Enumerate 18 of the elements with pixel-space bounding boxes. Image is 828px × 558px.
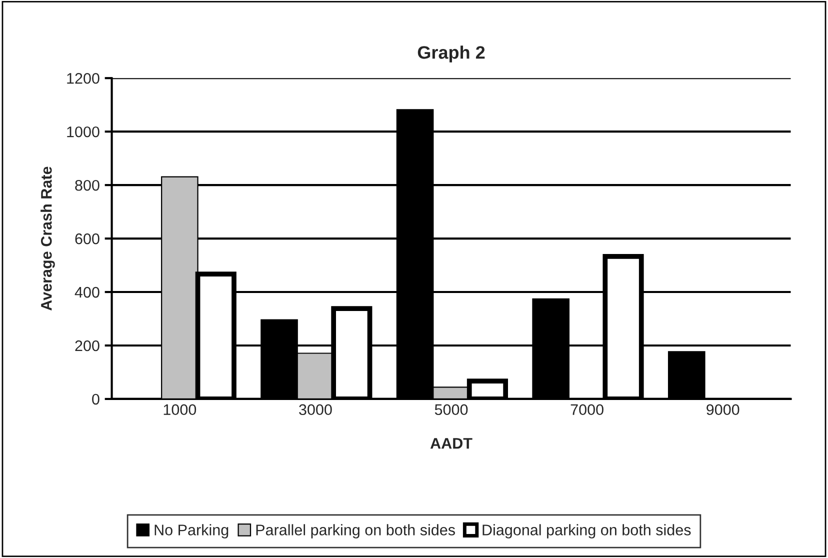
y-tick-label: 400	[74, 286, 100, 298]
x-tick-label: 1000	[164, 404, 196, 416]
y-tick-label: 800	[75, 180, 100, 191]
y-tick-label: 1000	[67, 126, 100, 138]
y-tick-label: 200	[75, 340, 100, 352]
x-axis-title: AADT	[430, 438, 472, 449]
y-tick-label: 0	[92, 394, 100, 405]
x-tick-label: 3000	[299, 404, 332, 416]
y-axis-title: Average Crash Rate	[40, 166, 55, 310]
y-tick-label: 1200	[67, 72, 100, 84]
x-tick-label: 7000	[570, 404, 604, 416]
y-tick-label: 600	[75, 233, 100, 244]
chart-title: Graph 2	[418, 46, 485, 62]
legend-label: No Parking	[154, 524, 228, 538]
x-tick-label: 5000	[434, 404, 468, 416]
legend-label: Diagonal parking on both sides	[482, 524, 691, 538]
x-tick-label: 9000	[706, 404, 740, 416]
legend-label: Parallel parking on both sides	[256, 524, 455, 538]
